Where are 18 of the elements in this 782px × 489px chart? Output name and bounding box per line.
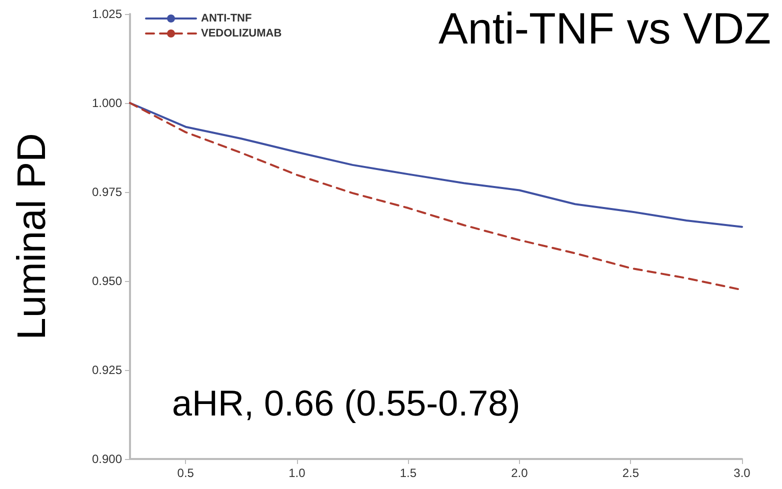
y-axis-title: Luminal PD (10, 133, 54, 340)
annotation: aHR, 0.66 (0.55-0.78) (172, 382, 520, 424)
y-tick-label: 1.025 (92, 7, 122, 21)
x-tick-label: 1.0 (288, 466, 306, 480)
y-tick-label: 0.950 (92, 274, 122, 288)
x-tick-label: 3.0 (734, 466, 751, 480)
x-tick-label: 1.5 (400, 466, 417, 480)
y-tick-label: 1.000 (92, 96, 122, 110)
x-tick-label: 2.5 (622, 466, 640, 480)
legend-label: VEDOLIZUMAB (201, 28, 282, 40)
y-tick-label: 0.925 (92, 363, 122, 377)
x-tick-label: 0.5 (177, 466, 194, 480)
legend-label: ANTI-TNF (201, 12, 252, 24)
line-series (129, 102, 743, 228)
chart-title: Anti-TNF vs VDZ (438, 4, 772, 54)
x-tick-label: 2.0 (511, 466, 528, 480)
y-tick-label: 0.975 (92, 185, 122, 199)
y-tick-label: 0.900 (92, 452, 122, 466)
